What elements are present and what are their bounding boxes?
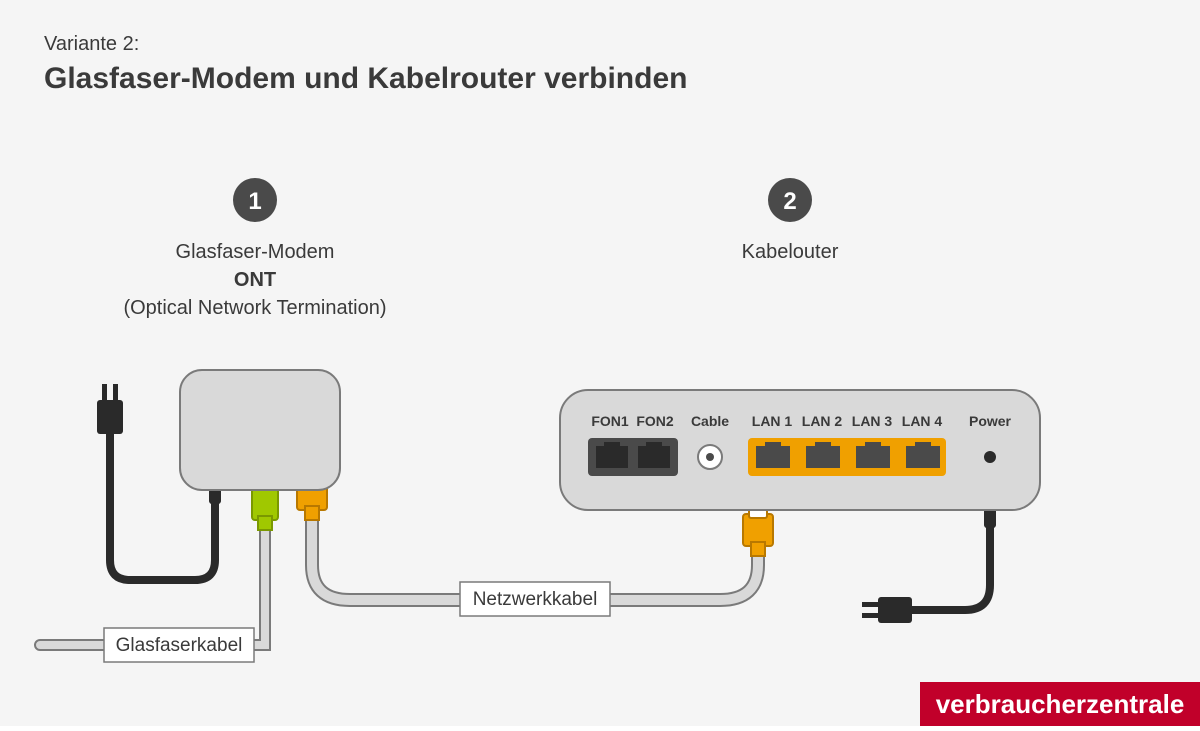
network-cable-label: Netzwerkkabel bbox=[473, 589, 598, 610]
modem-label-line3: (Optical Network Termination) bbox=[123, 297, 386, 319]
port-label-lan1: LAN 1 bbox=[752, 413, 793, 429]
fiber-cable-label: Glasfaserkabel bbox=[116, 635, 243, 656]
fiber-connector-boot bbox=[258, 516, 272, 530]
header-title: Glasfaser-Modem und Kabelrouter verbinde… bbox=[44, 62, 687, 95]
modem-power-prong-2 bbox=[113, 384, 118, 402]
modem-power-plug bbox=[97, 400, 123, 434]
port-label-power: Power bbox=[969, 413, 1012, 429]
modem-label-line2: ONT bbox=[234, 269, 276, 291]
diagram-svg: Variante 2: Glasfaser-Modem und Kabelrou… bbox=[0, 0, 1200, 726]
background bbox=[0, 0, 1200, 726]
port-label-fon2: FON2 bbox=[636, 413, 674, 429]
port-label-cable: Cable bbox=[691, 413, 729, 429]
modem-power-prong-1 bbox=[102, 384, 107, 402]
port-label-lan4: LAN 4 bbox=[902, 413, 943, 429]
coax-port-inner bbox=[706, 453, 714, 461]
port-label-lan2: LAN 2 bbox=[802, 413, 843, 429]
port-label-lan3: LAN 3 bbox=[852, 413, 893, 429]
diagram-canvas: Variante 2: Glasfaser-Modem und Kabelrou… bbox=[0, 0, 1200, 726]
router-power-plug bbox=[878, 597, 912, 623]
router-power-prong-2 bbox=[862, 613, 880, 618]
router-label: Kabelouter bbox=[742, 241, 839, 263]
brand-text: verbraucherzentrale bbox=[936, 689, 1185, 719]
port-label-fon1: FON1 bbox=[591, 413, 629, 429]
badge-1-num: 1 bbox=[248, 188, 261, 215]
modem-label-line1: Glasfaser-Modem bbox=[176, 241, 335, 263]
header-subtitle: Variante 2: bbox=[44, 33, 139, 55]
modem-body bbox=[180, 370, 340, 490]
router-power-prong-1 bbox=[862, 602, 880, 607]
badge-2-num: 2 bbox=[783, 188, 796, 215]
power-port-icon bbox=[984, 451, 996, 463]
